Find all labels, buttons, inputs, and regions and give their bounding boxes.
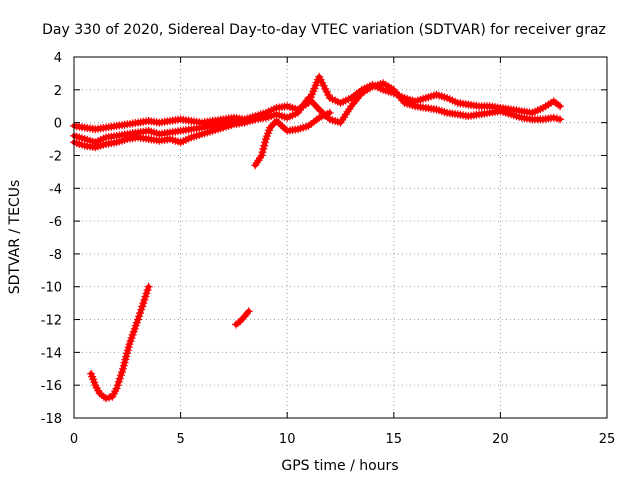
data-point xyxy=(138,302,147,311)
y-tick-label: -16 xyxy=(41,379,62,394)
grid-lines xyxy=(74,57,607,418)
series-track-d xyxy=(251,108,334,170)
y-tick-label: -18 xyxy=(41,412,62,427)
data-point xyxy=(112,384,121,393)
y-tick-label: -10 xyxy=(41,281,62,296)
y-tick-label: 2 xyxy=(54,84,62,99)
series-track-b xyxy=(70,79,565,147)
data-point xyxy=(260,141,269,150)
data-point xyxy=(115,374,124,383)
x-tick-label: 0 xyxy=(70,432,78,447)
plot-area-border xyxy=(73,56,608,419)
y-tick-label: -4 xyxy=(49,182,62,197)
x-tick-label: 5 xyxy=(176,432,184,447)
data-point xyxy=(114,377,123,386)
y-axis-label: SDTVAR / TECUs xyxy=(7,180,23,295)
data-point xyxy=(141,292,150,301)
y-tick-label: -8 xyxy=(49,248,62,263)
data-point xyxy=(556,102,565,111)
data-point xyxy=(258,148,267,157)
data-point xyxy=(140,295,149,304)
y-tick-label: -2 xyxy=(49,149,62,164)
data-point xyxy=(251,115,260,124)
data-point xyxy=(325,108,334,117)
x-tick-label: 20 xyxy=(492,432,509,447)
data-points xyxy=(70,72,565,403)
data-point xyxy=(244,307,253,316)
x-axis-label: GPS time / hours xyxy=(281,458,398,474)
x-tick-label: 10 xyxy=(279,432,296,447)
y-tick-label: 0 xyxy=(54,117,62,132)
data-point xyxy=(144,282,153,291)
data-point xyxy=(261,138,269,147)
series-track-f xyxy=(232,307,253,329)
series-track-c xyxy=(70,115,260,152)
y-tick-label: 4 xyxy=(54,51,62,66)
series-track-e xyxy=(87,282,153,403)
data-point xyxy=(257,151,266,160)
data-point xyxy=(137,305,146,314)
data-point xyxy=(259,144,268,153)
x-tick-label: 15 xyxy=(386,432,403,447)
y-tick-label: -6 xyxy=(49,215,62,230)
data-point xyxy=(136,309,145,317)
y-tick-label: -12 xyxy=(41,314,62,329)
data-point xyxy=(113,381,122,390)
data-point xyxy=(143,286,152,294)
y-tick-label: -14 xyxy=(41,346,62,361)
data-point xyxy=(142,289,151,298)
x-tick-label: 25 xyxy=(599,432,616,447)
series-track-a xyxy=(70,72,565,134)
chart-title: Day 330 of 2020, Sidereal Day-to-day VTE… xyxy=(42,22,606,38)
data-point xyxy=(556,115,565,124)
data-point xyxy=(118,368,126,377)
data-point xyxy=(135,312,143,321)
